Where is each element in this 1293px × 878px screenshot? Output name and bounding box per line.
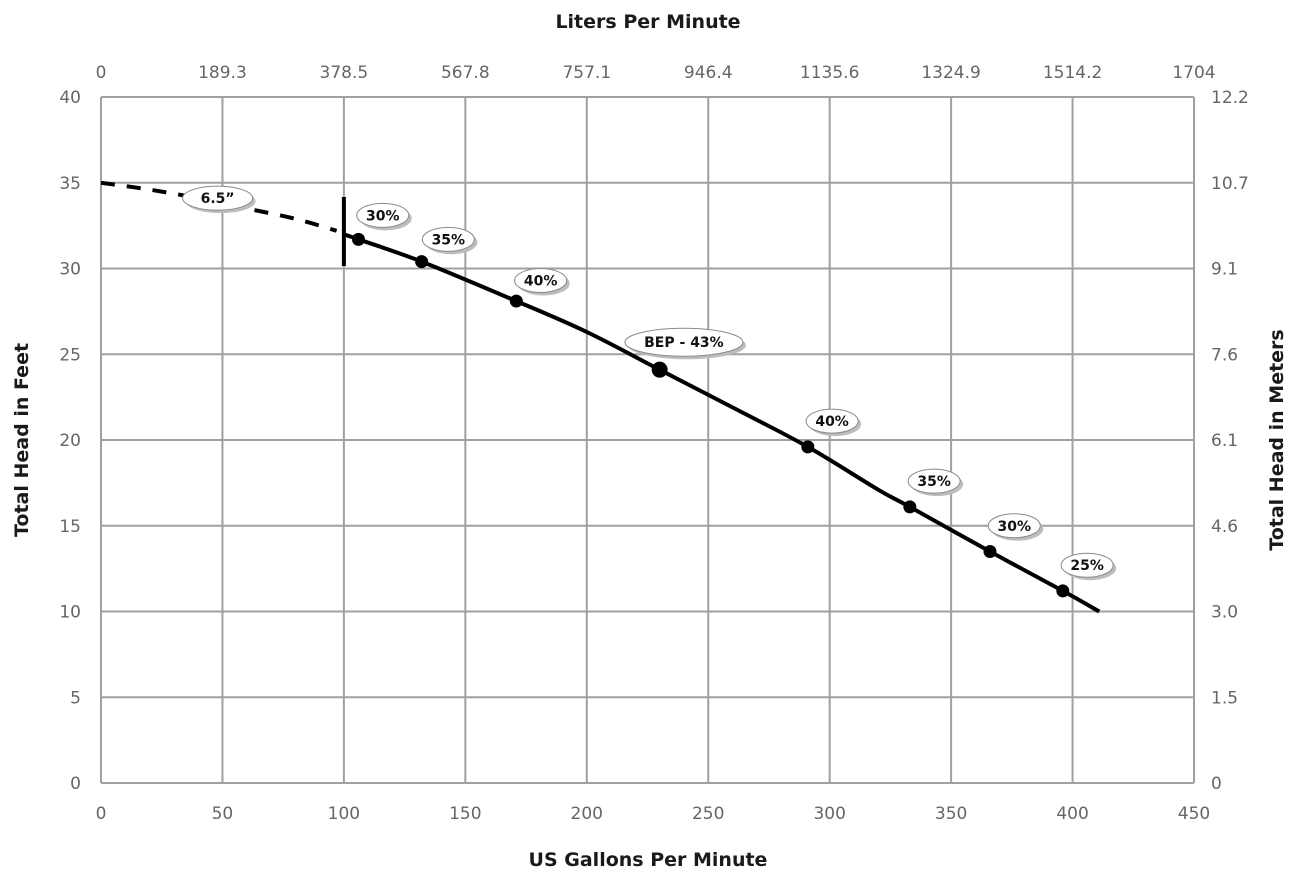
x2-tick-label: 189.3 xyxy=(198,63,247,83)
x2-tick-label: 1514.2 xyxy=(1043,63,1102,83)
y-tick-label: 0 xyxy=(70,774,81,794)
y-tick-label: 15 xyxy=(59,517,81,537)
x-tick-label: 50 xyxy=(212,804,234,824)
x2-tick-label: 1704 xyxy=(1172,63,1215,83)
x-tick-label: 300 xyxy=(813,804,845,824)
y2-tick-label: 4.6 xyxy=(1211,517,1238,537)
callout-label: 6.5” xyxy=(201,191,235,207)
x-tick-label: 450 xyxy=(1178,804,1210,824)
y-tick-label: 40 xyxy=(59,88,81,108)
callout-bubble xyxy=(421,226,475,252)
x2-tick-label: 1135.6 xyxy=(800,63,859,83)
y-tick-label: 30 xyxy=(59,260,81,280)
x-tick-label: 100 xyxy=(328,804,360,824)
efficiency-point xyxy=(903,500,917,514)
callout-label: 30% xyxy=(998,519,1032,535)
callout-bubble xyxy=(514,268,568,294)
grid xyxy=(100,96,1195,784)
efficiency-callout: 30% xyxy=(987,513,1044,541)
x-axis-title: US Gallons Per Minute xyxy=(529,849,768,871)
y2-tick-label: 0 xyxy=(1211,774,1222,794)
callout-bubble xyxy=(1060,552,1114,578)
performance-curve xyxy=(100,180,1101,614)
callout-label: 35% xyxy=(917,474,951,490)
callout-label: 35% xyxy=(432,232,466,248)
callout-label: 40% xyxy=(815,414,849,430)
x2-axis-title: Liters Per Minute xyxy=(555,11,740,33)
x-tick-label: 0 xyxy=(96,804,107,824)
y2-tick-label: 3.0 xyxy=(1211,603,1238,623)
x-tick-label: 350 xyxy=(935,804,967,824)
x2-tick-label: 378.5 xyxy=(320,63,369,83)
efficiency-callout: 40% xyxy=(514,268,570,296)
efficiency-point xyxy=(1056,584,1070,598)
y-tick-label: 35 xyxy=(59,174,81,194)
y2-tick-label: 9.1 xyxy=(1211,260,1238,280)
efficiency-point xyxy=(509,294,523,308)
callout-label: BEP - 43% xyxy=(644,335,724,351)
x2-tick-label: 1324.9 xyxy=(921,63,980,83)
callout-bubble xyxy=(987,513,1041,539)
efficiency-callout: 35% xyxy=(907,468,964,497)
y-axis-title: Total Head in Feet xyxy=(11,343,33,537)
efficiency-callout: 25% xyxy=(1060,552,1117,581)
efficiency-callout: 30% xyxy=(356,202,412,231)
efficiency-point xyxy=(351,232,365,246)
efficiency-point xyxy=(801,440,815,454)
callout-bubble xyxy=(907,468,961,494)
x-tick-label: 150 xyxy=(449,804,481,824)
efficiency-callout: 40% xyxy=(805,408,862,437)
x2-tick-label: 0 xyxy=(96,63,107,83)
callout-bubble xyxy=(356,202,410,228)
y2-tick-label: 12.2 xyxy=(1211,88,1249,108)
x2-tick-label: 567.8 xyxy=(441,63,490,83)
efficiency-callout: BEP - 43% xyxy=(624,327,746,360)
y2-tick-label: 1.5 xyxy=(1211,688,1238,708)
x-tick-label: 200 xyxy=(571,804,603,824)
callout-bubble xyxy=(624,327,744,357)
x-tick-label: 400 xyxy=(1056,804,1088,824)
callout-bubble xyxy=(182,185,254,211)
efficiency-callout: 35% xyxy=(421,226,478,255)
x-tick-label: 250 xyxy=(692,804,724,824)
callout-label: 25% xyxy=(1070,558,1104,574)
x2-tick-label: 946.4 xyxy=(684,63,733,83)
efficiency-callout: 6.5” xyxy=(182,185,256,214)
y-tick-label: 25 xyxy=(59,345,81,365)
efficiency-callouts: 6.5” 30% 35% 40% BEP - 43% 40% 35% 30% 25% xyxy=(182,185,1117,581)
callout-label: 30% xyxy=(366,208,400,224)
x2-tick-label: 757.1 xyxy=(562,63,611,83)
efficiency-point xyxy=(415,255,429,269)
y-tick-label: 5 xyxy=(70,688,81,708)
efficiency-point xyxy=(983,544,997,558)
y2-tick-label: 10.7 xyxy=(1211,174,1249,194)
y-tick-label: 10 xyxy=(59,603,81,623)
tick-labels: 0050189.3100378.5150567.8200757.1250946.… xyxy=(59,63,1249,824)
y-tick-label: 20 xyxy=(59,431,81,451)
y2-axis-title: Total Head in Meters xyxy=(1266,329,1288,550)
y2-tick-label: 6.1 xyxy=(1211,431,1238,451)
y2-tick-label: 7.6 xyxy=(1211,345,1238,365)
efficiency-point xyxy=(651,361,668,378)
callout-bubble xyxy=(805,408,859,434)
callout-label: 40% xyxy=(524,274,558,290)
